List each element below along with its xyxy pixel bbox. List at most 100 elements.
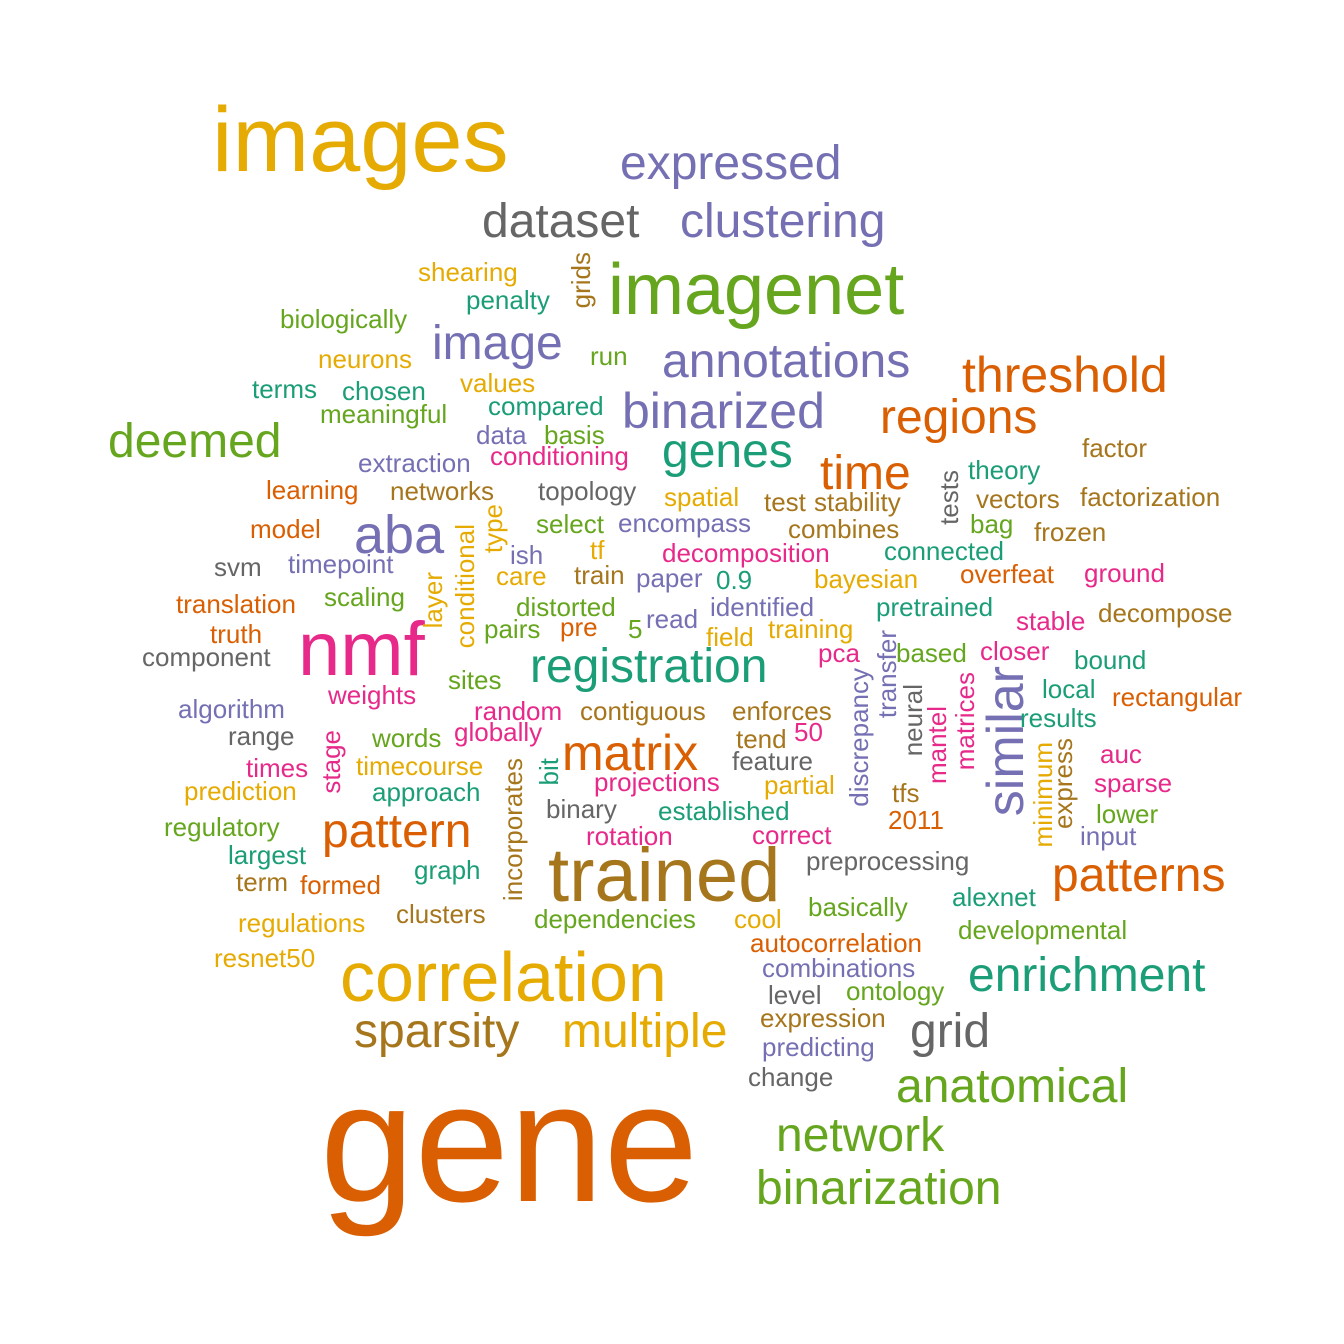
word-ontology: ontology	[846, 976, 945, 1006]
word-sites: sites	[448, 665, 502, 695]
word-deemed: deemed	[108, 415, 282, 468]
word-anatomical: anatomical	[896, 1060, 1129, 1113]
word-tfs: tfs	[892, 778, 920, 808]
word-algorithm: algorithm	[178, 694, 285, 724]
word-expression: expression	[760, 1003, 886, 1033]
word-grids: grids	[566, 252, 596, 309]
word-stable: stable	[1016, 606, 1086, 636]
word-largest: largest	[228, 840, 307, 870]
word-extraction: extraction	[358, 448, 471, 478]
word-learning: learning	[266, 475, 359, 505]
word-developmental: developmental	[958, 915, 1128, 945]
word-binarized: binarized	[622, 383, 825, 439]
word-decompose: decompose	[1098, 598, 1233, 628]
word-predicting: predicting	[762, 1032, 875, 1062]
word-established: established	[658, 796, 790, 826]
word-meaningful: meaningful	[320, 399, 448, 429]
word-compared: compared	[488, 391, 604, 421]
word-term: term	[236, 867, 288, 897]
word-spatial: spatial	[664, 482, 740, 512]
word-scaling: scaling	[324, 582, 405, 612]
word-data: data	[476, 420, 527, 450]
word-decomposition: decomposition	[662, 538, 830, 568]
word-neurons: neurons	[318, 344, 412, 374]
word-weights: weights	[328, 680, 417, 710]
word-conditioning: conditioning	[490, 441, 629, 471]
word-time: time	[820, 447, 911, 500]
word-factor: factor	[1082, 433, 1148, 463]
word-biologically: biologically	[280, 304, 408, 334]
word-random: random	[474, 696, 563, 726]
word-partial: partial	[764, 770, 835, 800]
word-tf: tf	[590, 535, 605, 565]
word-penalty: penalty	[466, 285, 550, 315]
word-basis: basis	[544, 420, 605, 450]
word-regulations: regulations	[238, 908, 366, 938]
word-words: words	[372, 723, 442, 753]
word-chosen: chosen	[342, 376, 426, 406]
word-50: 50	[794, 717, 823, 747]
word-registration: registration	[530, 640, 768, 693]
word-formed: formed	[300, 870, 381, 900]
word-select: select	[536, 509, 604, 539]
word-2011: 2011	[888, 805, 944, 835]
word-regulatory: regulatory	[164, 812, 280, 842]
word-trained: trained	[548, 833, 781, 918]
word-timepoint: timepoint	[288, 549, 394, 579]
word-train: train	[574, 560, 625, 590]
word-stability: stability	[814, 487, 901, 517]
word-based: based	[896, 638, 967, 668]
word-rectangular: rectangular	[1112, 682, 1243, 712]
word-patterns: patterns	[1052, 849, 1226, 902]
word-basically: basically	[808, 892, 908, 922]
word-matrix: matrix	[562, 725, 699, 781]
word-closer: closer	[980, 636, 1050, 666]
word-discrepancy: discrepancy	[844, 668, 874, 807]
word-imagenet: imagenet	[608, 250, 905, 330]
word-pre: pre	[560, 612, 598, 642]
word-globally: globally	[454, 717, 543, 747]
word-local: local	[1042, 674, 1096, 704]
word-genes: genes	[662, 425, 793, 478]
word-translation: translation	[176, 589, 296, 619]
word-projections: projections	[594, 767, 720, 797]
word-networks: networks	[390, 476, 495, 506]
word-multiple: multiple	[562, 1005, 728, 1058]
word-combinations: combinations	[762, 953, 916, 983]
word-layer: layer	[418, 572, 448, 629]
word-graph: graph	[414, 855, 481, 885]
word-similar: similar	[977, 666, 1035, 817]
word-run: run	[590, 341, 628, 371]
word-auc: auc	[1100, 739, 1142, 769]
word-images: images	[212, 89, 509, 191]
word-prediction: prediction	[184, 776, 297, 806]
word-svm: svm	[214, 552, 262, 582]
word-conditional: conditional	[450, 524, 480, 649]
word-grid: grid	[910, 1005, 991, 1058]
word-autocorrelation: autocorrelation	[750, 928, 922, 958]
word-bound: bound	[1074, 645, 1147, 675]
word-binarization: binarization	[756, 1162, 1002, 1215]
word-contiguous: contiguous	[580, 696, 706, 726]
word-network: network	[776, 1109, 945, 1162]
word-gene: gene	[320, 1048, 699, 1238]
word-timecourse: timecourse	[356, 751, 484, 781]
word-input: input	[1080, 821, 1137, 851]
word-image: image	[432, 317, 563, 370]
word-rotation: rotation	[586, 821, 673, 851]
word-nmf: nmf	[298, 607, 425, 692]
word-feature: feature	[732, 746, 813, 776]
word-alexnet: alexnet	[952, 882, 1036, 912]
word-threshold: threshold	[962, 347, 1168, 403]
word-0-9: 0.9	[716, 565, 753, 595]
word-truth: truth	[210, 619, 263, 649]
word-shearing: shearing	[418, 257, 518, 287]
word-tend: tend	[736, 724, 787, 754]
word-times: times	[246, 753, 309, 783]
word-preprocessing: preprocessing	[806, 846, 970, 876]
word-terms: terms	[252, 374, 317, 404]
word-regions: regions	[880, 391, 1038, 444]
word-matrices: matrices	[950, 672, 980, 771]
word-identified: identified	[710, 592, 815, 622]
